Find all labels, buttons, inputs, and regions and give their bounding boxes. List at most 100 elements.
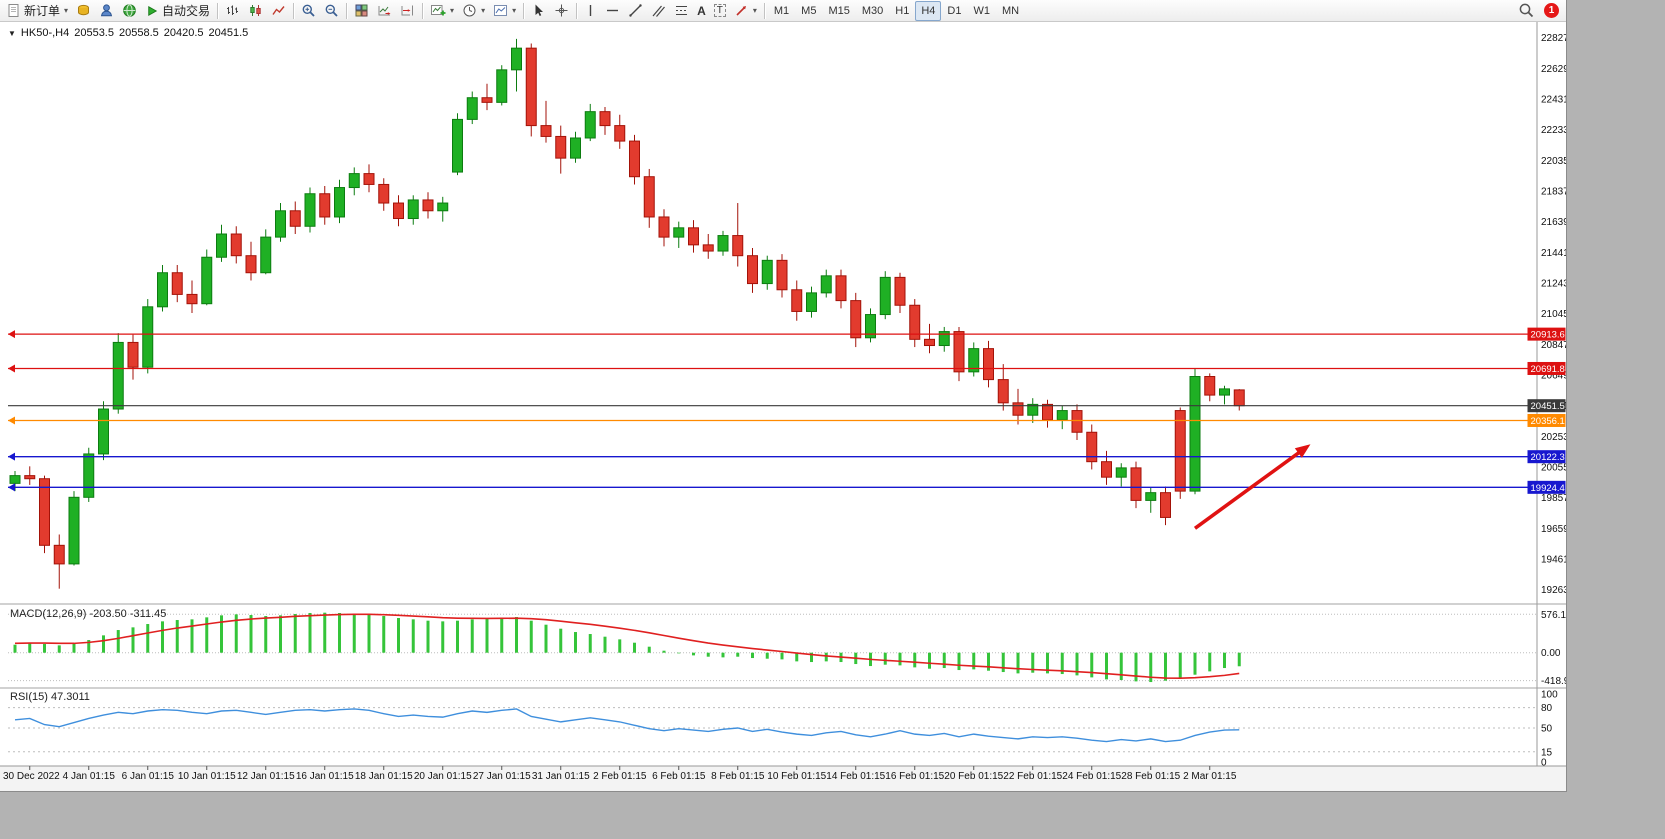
channel-icon — [651, 3, 666, 18]
time-axis-label: 24 Feb 01:15 — [1062, 771, 1121, 782]
text-icon: A — [697, 3, 706, 18]
autotrading-button[interactable]: 自动交易 — [141, 1, 214, 21]
price-tag-label: 19924.4 — [1531, 483, 1565, 494]
cursor-button[interactable] — [527, 1, 550, 21]
candle-down — [688, 227, 699, 246]
zoom-in-button[interactable] — [297, 1, 320, 21]
timeframe-m15-button[interactable]: M15 — [822, 1, 855, 21]
candle-down — [643, 176, 655, 218]
candle-down — [245, 255, 257, 274]
timeframe-h4-button[interactable]: H4 — [915, 0, 942, 21]
crosshair-button[interactable] — [550, 1, 573, 21]
timeframe-m30-button[interactable]: M30 — [856, 1, 889, 21]
timeframe-m5-button[interactable]: M5 — [795, 1, 822, 21]
toolbar-right-group: 1 — [1514, 1, 1559, 21]
price-tag — [1527, 413, 1566, 427]
fibonacci-button[interactable] — [670, 1, 693, 21]
time-axis-label: 27 Jan 01:15 — [473, 771, 531, 782]
template-button[interactable]: ▾ — [489, 1, 520, 21]
hline-left-marker — [8, 483, 15, 492]
symbol-info: ▼ HK50-,H4 20553.5 20558.5 20420.5 20451.5 — [8, 27, 253, 39]
timeframe-m1-button[interactable]: M1 — [768, 1, 795, 21]
candle-down — [1130, 467, 1142, 501]
zoom-out-button[interactable] — [320, 1, 343, 21]
toolbar-separator — [346, 2, 348, 19]
price-axis-label: 21837.5 — [1541, 187, 1566, 198]
text-label-button[interactable]: T — [710, 1, 730, 21]
deposit-button[interactable] — [72, 1, 95, 21]
community-button[interactable] — [118, 1, 141, 21]
candle-down — [835, 275, 847, 302]
candle-down — [983, 348, 994, 381]
text-button[interactable]: A — [693, 1, 710, 21]
tile-windows-icon — [354, 3, 369, 18]
candle-down — [1160, 492, 1171, 518]
candle-up — [68, 496, 80, 565]
horizontal-line-button[interactable] — [601, 1, 624, 21]
new-chart-button[interactable]: ▾ — [426, 1, 458, 21]
chart-canvas[interactable]: 22827.5 22629.5 22431.5 22233.5 22035.5 21837… — [0, 22, 1566, 791]
line-chart-button[interactable] — [267, 1, 290, 21]
timeframe-mn-button[interactable]: MN — [996, 1, 1025, 21]
candle-down — [186, 293, 198, 305]
candle-down — [540, 125, 552, 137]
candle-down — [997, 379, 1009, 404]
candle-up — [275, 210, 286, 238]
candlestick-icon — [248, 3, 263, 18]
timeframe-h1-button[interactable]: H1 — [889, 1, 915, 21]
toolbar-separator — [293, 2, 295, 19]
period-clock-button[interactable]: ▾ — [458, 1, 489, 21]
shapes-button[interactable]: ▾ — [730, 1, 761, 21]
macd-signal-line — [14, 613, 1240, 679]
autoscroll-button[interactable] — [373, 1, 396, 21]
candle-down — [422, 199, 434, 212]
toolbar-separator — [523, 2, 525, 19]
bar-chart-button[interactable] — [221, 1, 244, 21]
candle-up — [142, 306, 154, 368]
toolbar-separator — [763, 2, 765, 19]
price-axis-label: 22233.5 — [1541, 125, 1566, 136]
time-axis-label: 14 Feb 01:15 — [826, 771, 885, 782]
period-clock-icon — [462, 3, 477, 18]
candle-down — [1071, 410, 1083, 433]
search-icon — [1518, 2, 1535, 19]
shapes-icon — [734, 3, 749, 18]
candle-up — [865, 314, 876, 339]
toolbar-separator — [576, 2, 578, 19]
dropdown-caret-icon: ▾ — [512, 6, 517, 15]
candlestick-chart-button[interactable] — [244, 1, 267, 21]
price-axis-label: 20649.5 — [1541, 371, 1566, 382]
price-tag — [1527, 361, 1566, 375]
tile-windows-button[interactable] — [350, 1, 373, 21]
trend-arrow[interactable] — [1193, 449, 1302, 530]
price-axis-label: 21441.5 — [1541, 248, 1566, 259]
equidistant-channel-button[interactable] — [647, 1, 670, 21]
vertical-line-button[interactable] — [580, 1, 601, 21]
notification-badge[interactable]: 1 — [1544, 3, 1559, 18]
price-tag — [1527, 480, 1566, 494]
candle-up — [1027, 403, 1039, 416]
time-axis-strip — [0, 766, 1566, 791]
price-tag — [1527, 450, 1566, 464]
candle-down — [555, 135, 567, 159]
collapse-caret-icon[interactable]: ▼ — [8, 29, 16, 38]
chart-shift-button[interactable] — [396, 1, 419, 21]
timeframe-d1-button[interactable]: D1 — [941, 1, 967, 21]
time-axis-label: 8 Feb 01:15 — [711, 771, 765, 782]
trendline-button[interactable] — [624, 1, 647, 21]
new-order-button[interactable]: 新订单 ▾ — [2, 1, 72, 21]
time-axis-label: 22 Feb 01:15 — [1003, 771, 1062, 782]
time-axis-label: 6 Feb 01:15 — [652, 771, 706, 782]
account-button[interactable] — [95, 1, 118, 21]
line-chart-icon — [271, 3, 286, 18]
macd-signal-value: -311.45 — [129, 608, 167, 620]
time-axis-label: 18 Jan 01:15 — [355, 771, 413, 782]
candle-up — [968, 348, 980, 373]
price-axis-label: 22431.5 — [1541, 95, 1566, 106]
time-axis-label: 2 Feb 01:15 — [593, 771, 647, 782]
zoom-in-icon — [301, 3, 316, 18]
search-button[interactable] — [1514, 1, 1539, 21]
macd-name: MACD(12,26,9) — [10, 608, 87, 620]
timeframe-w1-button[interactable]: W1 — [967, 1, 996, 21]
